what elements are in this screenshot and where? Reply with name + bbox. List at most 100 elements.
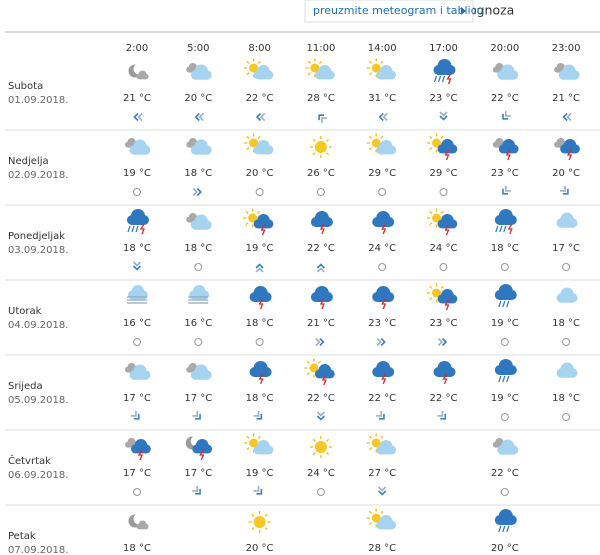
time-header: 20:00 <box>490 43 519 54</box>
weather-icon <box>185 435 213 461</box>
chevron <box>321 117 327 124</box>
temperature: 22 °C <box>246 93 274 104</box>
day-date: 05.09.2018. <box>8 395 68 406</box>
cloud <box>497 439 519 455</box>
sun-ray <box>380 510 384 514</box>
chevron <box>137 112 143 122</box>
temperature: 17 °C <box>184 468 212 479</box>
cloud <box>249 286 272 302</box>
temperature: 18 °C <box>491 243 519 254</box>
sun-disc <box>371 63 381 73</box>
chevron <box>502 113 508 120</box>
temperature: 19 °C <box>246 243 274 254</box>
wind-arrow <box>562 112 572 122</box>
chevron <box>437 337 444 347</box>
sun-ray <box>318 360 322 364</box>
sun-ray <box>368 447 373 451</box>
chevron <box>316 411 325 417</box>
wind-arrow <box>253 410 263 420</box>
cloud <box>437 289 458 304</box>
wind-calm <box>439 188 448 196</box>
weather-icon <box>427 283 458 311</box>
chevron <box>439 115 448 121</box>
weather-icon <box>556 287 578 303</box>
cloud <box>433 59 456 75</box>
chevron <box>566 112 572 122</box>
wind-arrow <box>502 185 511 195</box>
temperature: 20 °C <box>491 543 519 554</box>
cloud <box>494 359 517 375</box>
weather-icon <box>366 58 396 80</box>
sun-ray <box>326 152 330 156</box>
temperature: 29 °C <box>368 168 396 179</box>
wind-calm <box>255 188 264 196</box>
cloud-part <box>258 149 269 155</box>
cloud <box>190 139 212 155</box>
rain <box>506 525 510 533</box>
cloud-part <box>377 222 390 227</box>
cloud-part <box>258 449 269 455</box>
cloud-part <box>134 149 146 155</box>
sun-ray <box>429 135 433 139</box>
wind-calm <box>500 488 509 496</box>
chevron <box>319 337 325 347</box>
sun-ray <box>326 138 330 142</box>
sun-ray <box>312 452 316 456</box>
wind-calm <box>562 338 571 346</box>
sun-disc <box>371 438 381 448</box>
wind-arrow <box>437 337 448 347</box>
weather-icon <box>494 284 517 308</box>
cloud <box>310 286 333 302</box>
sun-disc <box>253 516 266 528</box>
weather-icon <box>188 285 210 304</box>
wind-calm <box>133 338 141 346</box>
chevron <box>562 112 568 122</box>
temperature: 20 °C <box>246 543 274 554</box>
sun-ray <box>246 147 250 151</box>
button-label[interactable]: preuzmite meteogram i tablicu <box>313 4 484 17</box>
cloud-part <box>495 144 503 148</box>
cloud <box>497 64 519 80</box>
wind-calm <box>562 263 571 271</box>
weather-icon <box>372 211 395 235</box>
temperature: 27 °C <box>368 468 396 479</box>
cloud <box>314 65 335 80</box>
rain <box>506 375 510 383</box>
sun-ray <box>326 438 330 442</box>
chevron <box>256 413 263 420</box>
chevron <box>440 413 447 420</box>
chevron <box>378 490 387 496</box>
wind-arrow <box>316 411 325 421</box>
cloud-part <box>561 297 573 303</box>
wind-arrow <box>378 112 388 122</box>
temperature: 29 °C <box>430 168 458 179</box>
cloud-part <box>563 74 575 80</box>
weather-icon <box>125 138 151 155</box>
button-arrow[interactable] <box>461 7 466 15</box>
weather-icon <box>128 63 149 80</box>
weather-icon <box>127 209 149 235</box>
temperature: 19 °C <box>491 393 519 404</box>
weather-icon <box>556 212 578 228</box>
rain <box>498 525 502 533</box>
cloud <box>136 70 149 80</box>
sun-disc <box>371 513 381 523</box>
lightning <box>381 298 387 310</box>
sun-disc <box>249 438 259 448</box>
weather-icon <box>492 62 519 80</box>
download-button[interactable]: preuzmite meteogram i tablicu <box>304 0 484 23</box>
time-header: 5:00 <box>187 43 209 54</box>
wind-arrow <box>255 263 264 273</box>
wind-arrow <box>315 337 325 347</box>
day-date: 06.09.2018. <box>8 470 68 481</box>
weather-icon <box>554 62 580 80</box>
chevron <box>253 410 260 417</box>
sun-disc <box>249 138 259 148</box>
temperature: 21 °C <box>307 318 335 329</box>
lightning <box>139 223 145 235</box>
lightning <box>507 223 513 235</box>
button-box[interactable] <box>304 0 474 23</box>
cloud-part <box>139 76 146 80</box>
lightning <box>566 149 573 161</box>
cloud <box>253 140 274 155</box>
